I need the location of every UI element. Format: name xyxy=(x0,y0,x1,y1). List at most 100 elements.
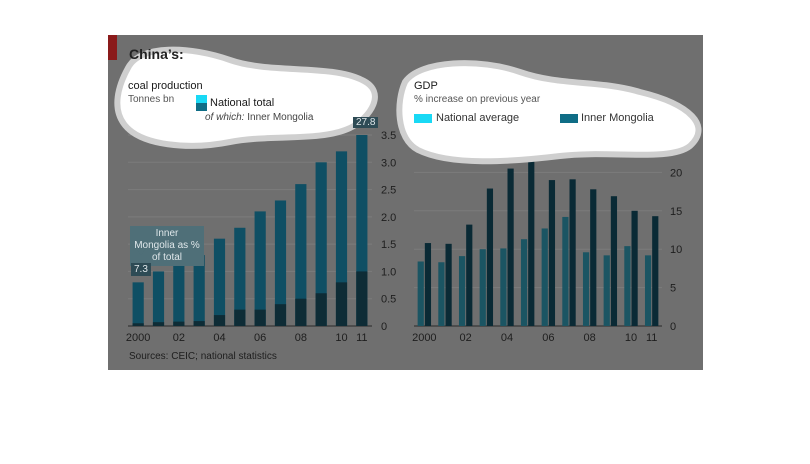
gdp-bar-inner-mongolia xyxy=(590,189,597,326)
coal-bar-national-total xyxy=(274,200,287,326)
coal-bar-inner-mongolia xyxy=(315,293,327,326)
gdp-x-tick-label: 2000 xyxy=(412,332,436,344)
coal-bar-inner-mongolia xyxy=(173,321,185,326)
coal-bar-national-total xyxy=(295,184,307,326)
coal-y-tick-label: 3.0 xyxy=(381,157,396,169)
gdp-bar-inner-mongolia xyxy=(486,188,494,326)
coal-bar-national-total xyxy=(315,162,327,326)
gdp-bar-national-average xyxy=(500,248,507,326)
legend-label-inner-mongolia-coal-text: Inner Mongolia xyxy=(247,112,314,123)
coal-y-tick-label: 2.0 xyxy=(381,212,396,224)
gdp-bar-national-average xyxy=(458,256,466,326)
legend-label-inner-mongolia-gdp: Inner Mongolia xyxy=(581,112,654,124)
gdp-bar-inner-mongolia xyxy=(548,180,556,326)
coal-x-tick-label: 06 xyxy=(254,332,266,344)
coal-x-tick-label: 02 xyxy=(173,332,185,344)
gdp-x-tick-label: 10 xyxy=(625,332,637,344)
gdp-bar-inner-mongolia xyxy=(631,210,638,326)
gdp-x-tick-label: 04 xyxy=(501,332,513,344)
gdp-x-tick-label: 11 xyxy=(646,332,657,344)
gdp-bar-inner-mongolia xyxy=(569,179,576,326)
coal-bar-inner-mongolia xyxy=(213,315,226,326)
coal-x-tick-label: 04 xyxy=(213,332,225,344)
gdp-x-ticks: 2000 02 04 06 08 10 11 xyxy=(412,332,657,344)
legend-swatch-national-total xyxy=(196,95,207,103)
coal-bar-national-total xyxy=(254,211,266,326)
coal-chart-subtitle: Tonnes bn xyxy=(128,94,175,105)
gdp-chart-subtitle: % increase on previous year xyxy=(414,94,541,105)
gdp-x-tick-label: 02 xyxy=(460,332,472,344)
coal-bar-national-total xyxy=(132,282,144,326)
coal-y-tick-label: 0.5 xyxy=(381,294,396,306)
gdp-y-tick-label: 15 xyxy=(670,206,682,218)
coal-y-tick-label: 1.0 xyxy=(381,266,396,278)
gdp-y-tick-label: 5 xyxy=(670,283,676,295)
coal-bar-inner-mongolia xyxy=(295,298,307,326)
gdp-x-tick-label: 06 xyxy=(542,332,554,344)
coal-bar-inner-mongolia xyxy=(152,322,165,326)
coal-y-tick-label: 0 xyxy=(381,321,387,333)
legend-label-national-total: National total xyxy=(210,97,275,109)
gdp-bar-national-average xyxy=(417,261,424,326)
gdp-y-tick-label: 20 xyxy=(670,167,682,179)
gdp-bar-national-average xyxy=(624,246,631,326)
gdp-bars xyxy=(417,143,659,326)
gdp-bar-inner-mongolia xyxy=(528,143,535,326)
coal-bar-inner-mongolia xyxy=(132,323,144,326)
gdp-bar-national-average xyxy=(562,216,569,326)
coal-x-tick-label: 10 xyxy=(335,332,347,344)
legend-label-inner-mongolia-coal: of which: Inner Mongolia xyxy=(205,112,314,123)
coal-y-tick-label: 3.5 xyxy=(381,130,396,142)
coal-bar-inner-mongolia xyxy=(335,282,348,326)
coal-bar-inner-mongolia xyxy=(234,309,246,326)
coal-x-tick-label: 11 xyxy=(356,332,367,344)
legend-swatch-inner-mongolia-coal xyxy=(196,103,207,111)
coal-bar-inner-mongolia xyxy=(356,271,368,326)
coal-chart-title: coal production xyxy=(128,80,203,92)
brand-accent-bar xyxy=(108,35,117,60)
coal-bar-inner-mongolia xyxy=(274,304,287,326)
coal-bar-inner-mongolia xyxy=(193,321,205,326)
gdp-bar-national-average xyxy=(644,255,652,326)
coal-bar-national-total xyxy=(335,151,348,326)
coal-y-ticks: 0 0.5 1.0 1.5 2.0 2.5 3.0 3.5 xyxy=(381,130,396,333)
coal-y-tick-label: 2.5 xyxy=(381,185,396,197)
gdp-x-tick-label: 08 xyxy=(584,332,596,344)
gdp-y-tick-label: 10 xyxy=(670,244,682,256)
gdp-bar-national-average xyxy=(541,228,548,326)
coal-x-ticks: 2000 02 04 06 08 10 11 xyxy=(126,332,368,344)
gdp-bar-inner-mongolia xyxy=(610,196,618,326)
gdp-chart-title: GDP xyxy=(414,80,438,92)
coal-bar-national-total xyxy=(152,271,165,326)
coal-bar-national-total xyxy=(193,255,205,326)
coal-x-tick-label: 2000 xyxy=(126,332,150,344)
share-start-label: 7.3 xyxy=(131,263,151,276)
legend-swatch-inner-mongolia-gdp xyxy=(560,114,578,123)
coal-bar-national-total xyxy=(173,265,185,326)
gdp-bar-national-average xyxy=(438,262,445,326)
coal-bar-national-total xyxy=(234,227,246,326)
callout-pointer-icon xyxy=(137,250,145,255)
share-end-label: 27.8 xyxy=(353,117,379,128)
gdp-bar-national-average xyxy=(479,249,486,326)
coal-bars xyxy=(132,135,368,326)
gdp-y-tick-label: 0 xyxy=(670,321,676,333)
legend-label-national-average: National average xyxy=(436,112,520,124)
gdp-bar-inner-mongolia xyxy=(424,243,432,326)
gdp-y-ticks: 0 5 10 15 20 25 xyxy=(670,129,682,333)
legend-swatch-national-average xyxy=(414,114,432,123)
inner-mongolia-share-callout: Inner Mongolia as % of total xyxy=(130,226,204,266)
gdp-bar-national-average xyxy=(520,239,528,326)
gdp-y-tick-label: 25 xyxy=(670,129,682,141)
coal-bar-national-total xyxy=(356,135,368,326)
gdp-bar-inner-mongolia xyxy=(507,168,514,326)
gdp-bar-inner-mongolia xyxy=(466,224,473,326)
gdp-bar-inner-mongolia xyxy=(652,216,659,326)
coal-y-tick-label: 1.5 xyxy=(381,239,396,251)
coal-bar-inner-mongolia xyxy=(254,309,266,326)
gdp-bar-national-average xyxy=(603,255,610,326)
coal-x-tick-label: 08 xyxy=(295,332,307,344)
gdp-bar-inner-mongolia xyxy=(445,243,452,326)
source-note: Sources: CEIC; national statistics xyxy=(129,351,277,362)
